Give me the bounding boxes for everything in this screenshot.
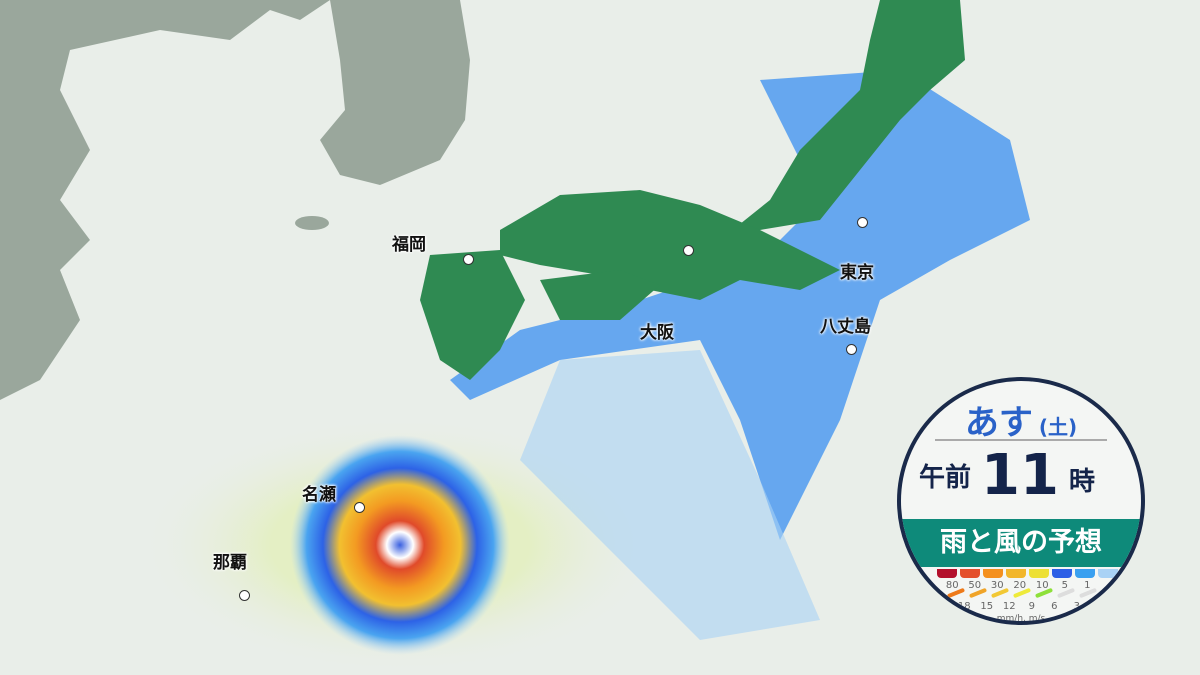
wind-value: 12 bbox=[1002, 601, 1016, 612]
japan-honshu bbox=[500, 190, 840, 300]
rain-legend-values: 80 50 30 20 10 5 1 bbox=[941, 580, 1099, 591]
korean-peninsula bbox=[320, 0, 470, 185]
continent-landmass bbox=[0, 0, 330, 400]
city-label-naze: 名瀬 bbox=[302, 485, 336, 505]
city-marker-naha bbox=[239, 590, 250, 601]
forecast-title: 雨と風の予想 bbox=[901, 519, 1141, 567]
wind-value: 9 bbox=[1028, 601, 1035, 612]
forecast-badge: あす (土) 午前 11 時 雨と風の予想 80 50 30 20 10 5 1 18 15 12 9 6… bbox=[897, 377, 1145, 625]
japan-shikoku bbox=[540, 270, 660, 320]
legend-unit: mm/h, m/s bbox=[996, 614, 1046, 624]
rain-swatch bbox=[1075, 569, 1095, 578]
rain-swatch bbox=[1006, 569, 1026, 578]
rain-swatch bbox=[1098, 569, 1118, 578]
forecast-time: 午前 11 時 bbox=[919, 443, 1095, 508]
rain-swatch bbox=[937, 569, 957, 578]
rain-area bbox=[450, 70, 1030, 540]
rain-value: 50 bbox=[968, 580, 982, 591]
city-marker-tokyo bbox=[857, 217, 868, 228]
japan-hokkaido-tohoku bbox=[720, 0, 965, 240]
wind-value: 3 bbox=[1073, 601, 1080, 612]
rain-value: 10 bbox=[1035, 580, 1049, 591]
rain-value: 20 bbox=[1013, 580, 1027, 591]
rain-value: 5 bbox=[1061, 580, 1068, 591]
divider bbox=[935, 439, 1107, 441]
rain-area-light bbox=[520, 350, 820, 640]
wind-legend-values: 18 15 12 9 6 3 bbox=[953, 601, 1088, 612]
rain-legend-swatches bbox=[937, 569, 1118, 578]
japan-kyushu bbox=[420, 250, 525, 380]
wind-value: 6 bbox=[1051, 601, 1058, 612]
day-label: あす bbox=[964, 403, 1033, 443]
forecast-day: あす (土) bbox=[901, 395, 1141, 444]
rain-swatch bbox=[960, 569, 980, 578]
city-marker-naze bbox=[354, 502, 365, 513]
rain-value: 80 bbox=[945, 580, 959, 591]
jeju-island bbox=[295, 216, 329, 230]
ampm-label: 午前 bbox=[919, 463, 972, 493]
city-label-naha: 那覇 bbox=[213, 553, 247, 573]
city-marker-hachijojima bbox=[846, 344, 857, 355]
rain-value: 1 bbox=[1084, 580, 1091, 591]
rain-swatch bbox=[983, 569, 1003, 578]
city-label-fukuoka: 福岡 bbox=[392, 235, 426, 255]
wind-value: 18 bbox=[957, 601, 971, 612]
city-label-hachijojima: 八丈島 bbox=[820, 317, 871, 337]
rain-swatch bbox=[1029, 569, 1049, 578]
typhoon bbox=[290, 435, 510, 655]
wind-legend-bars bbox=[946, 587, 1098, 599]
city-marker-osaka bbox=[683, 245, 694, 256]
wind-value: 15 bbox=[980, 601, 994, 612]
city-label-tokyo: 東京 bbox=[840, 263, 874, 283]
city-marker-fukuoka bbox=[463, 254, 474, 265]
weekday-label: (土) bbox=[1038, 415, 1078, 439]
hour-suffix: 時 bbox=[1068, 467, 1095, 497]
rain-value: 30 bbox=[990, 580, 1004, 591]
hour-label: 11 bbox=[981, 443, 1059, 508]
city-label-osaka: 大阪 bbox=[640, 323, 674, 343]
rain-swatch bbox=[1052, 569, 1072, 578]
